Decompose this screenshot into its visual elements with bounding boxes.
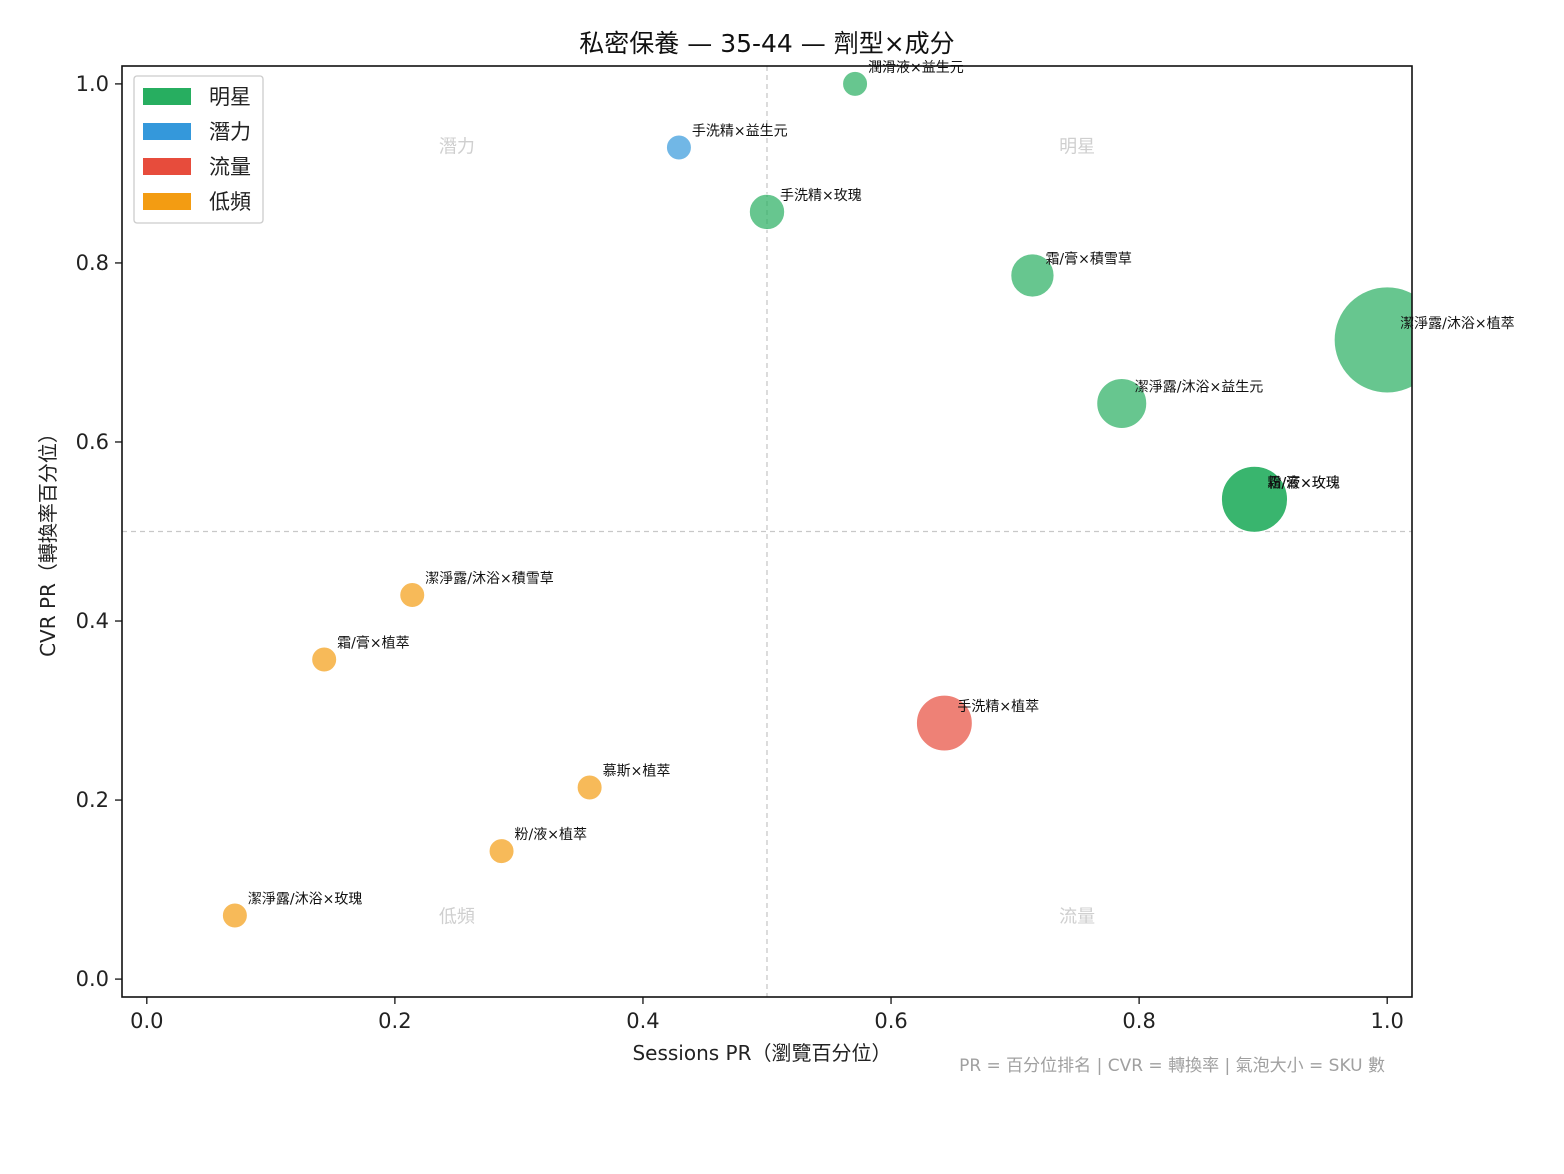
bubble-point (311, 646, 338, 673)
bubble-point (399, 582, 426, 609)
point-label: 潤滑液×益生元 (868, 59, 964, 76)
point-label: 潔淨露/沐浴×積雪草 (425, 571, 553, 587)
bubble-point (1220, 465, 1289, 533)
x-tick-label: 0.2 (378, 1009, 411, 1033)
bubble-point (1333, 286, 1412, 394)
bubble-point (576, 774, 603, 801)
quadrant-label: 流量 (1059, 906, 1095, 927)
y-tick-label: 1.0 (76, 72, 109, 96)
point-label: 慕斯×植萃 (603, 764, 671, 780)
footnote: PR = 百分位排名 | CVR = 轉換率 | 氣泡大小 = SKU 數 (959, 1056, 1385, 1076)
legend-label: 流量 (209, 155, 251, 179)
chart-title: 私密保養 — 35-44 — 劑型×成分 (579, 29, 954, 58)
x-axis-label: Sessions PR（瀏覽百分位） (632, 1041, 891, 1065)
quadrant-label: 潛力 (439, 137, 475, 158)
x-tick-label: 0.4 (626, 1009, 659, 1033)
bubble-point (842, 70, 869, 97)
point-label: 霜/膏×積雪草 (1045, 250, 1131, 267)
legend-box (133, 75, 264, 224)
bubble-point (748, 193, 786, 231)
y-axis-label: CVR PR（轉換率百分位） (36, 423, 60, 657)
point-label: 霜/膏×玫瑰 (1267, 474, 1339, 491)
point-label: 手洗精×玫瑰 (780, 188, 862, 204)
bubbles (221, 70, 1412, 929)
x-tick-label: 0.8 (1122, 1009, 1155, 1033)
quadrant-label: 低頻 (439, 906, 475, 927)
bubble-point (1010, 253, 1055, 298)
point-label: 粉/液×植萃 (515, 827, 587, 843)
bubble-point (221, 902, 248, 929)
point-label: 潔淨露/沐浴×玫瑰 (248, 892, 362, 908)
x-tick-label: 1.0 (1370, 1009, 1403, 1033)
y-tick-label: 0.8 (76, 251, 109, 275)
point-label: 潔淨露/沐浴×益生元 (1135, 379, 1263, 395)
bubble-point (915, 694, 973, 752)
legend-label: 潛力 (209, 120, 251, 144)
quadrant-label: 明星 (1059, 137, 1095, 158)
point-label: 粉/液×玫瑰 (1267, 475, 1339, 491)
y-tick-label: 0.6 (76, 430, 109, 454)
legend-swatch (143, 123, 191, 140)
x-tick-label: 0.0 (130, 1009, 163, 1033)
y-tick-label: 0.4 (76, 609, 109, 633)
legend-label: 低頻 (209, 190, 251, 214)
point-label: 潔淨露/沐浴×植萃 (1400, 316, 1514, 332)
legend-swatch (143, 158, 191, 175)
bubble-point (665, 134, 692, 161)
legend-label: 明星 (209, 85, 251, 109)
point-label: 手洗精×益生元 (692, 123, 788, 139)
plot-frame (121, 65, 1413, 998)
bubble-point (1096, 377, 1148, 429)
point-label: 手洗精×植萃 (957, 699, 1039, 715)
bubble-point (488, 838, 515, 865)
y-tick-label: 0.0 (76, 967, 109, 991)
point-label: 霜/膏×植萃 (337, 635, 409, 652)
legend-swatch (143, 88, 191, 105)
y-tick-label: 0.2 (76, 788, 109, 812)
legend-swatch (143, 193, 191, 210)
x-tick-label: 0.6 (874, 1009, 907, 1033)
